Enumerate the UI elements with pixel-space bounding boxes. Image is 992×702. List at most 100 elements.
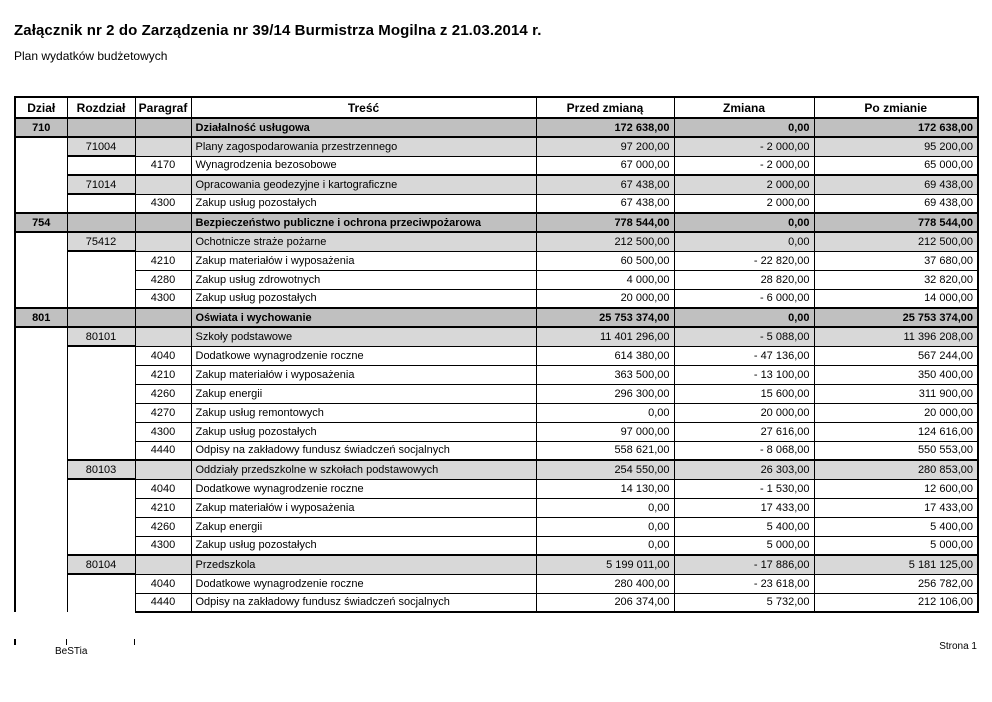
cell-rozdzial: [66, 307, 136, 328]
cell-paragraf: [134, 459, 192, 480]
table-row: 4260 Zakup energii 0,00 5 400,00 5 400,00: [15, 516, 979, 537]
table-row: 4300 Zakup usług pozostałych 67 438,00 2 00…: [15, 193, 979, 214]
cell-tresc: Zakup usług pozostałych: [190, 535, 537, 556]
cell-paragraf: 4440: [134, 440, 192, 461]
cell-po-zmianie: 12 600,00: [813, 478, 979, 499]
cell-po-zmianie: 212 106,00: [813, 592, 979, 613]
cell-zmiana: 0,00: [673, 307, 815, 328]
cell-zmiana: 15 600,00: [673, 383, 815, 404]
cell-zmiana: - 23 618,00: [673, 573, 815, 594]
cell-rozdzial: [66, 212, 136, 233]
cell-zmiana: 0,00: [673, 231, 815, 252]
cell-przed-zmiana: 67 000,00: [535, 155, 675, 176]
cell-po-zmianie: 567 244,00: [813, 345, 979, 366]
cell-rozdzial: 80104: [66, 554, 136, 575]
cell-po-zmianie: 37 680,00: [813, 250, 979, 271]
cell-tresc: Ochotnicze straże pożarne: [190, 231, 537, 252]
column-header-paragraf: Paragraf: [134, 96, 192, 119]
table-header: Dział Rozdział Paragraf Treść Przed zmia…: [14, 96, 979, 119]
cell-tresc: Opracowania geodezyjne i kartograficzne: [190, 174, 537, 195]
table-row: 4210 Zakup materiałów i wyposażenia 363 50…: [15, 364, 979, 385]
column-header-tresc: Treść: [190, 96, 537, 119]
cell-tresc: Wynagrodzenia bezosobowe: [190, 155, 537, 176]
table-row: 4040 Dodatkowe wynagrodzenie roczne 14 130…: [15, 478, 979, 556]
cell-po-zmianie: 65 000,00: [813, 155, 979, 176]
cell-tresc: Zakup materiałów i wyposażenia: [190, 364, 537, 385]
cell-rozdzial: 75412: [66, 231, 136, 252]
column-header-po-zmianie: Po zmianie: [813, 96, 979, 119]
cell-po-zmianie: 95 200,00: [813, 136, 979, 157]
cell-przed-zmiana: 206 374,00: [535, 592, 675, 613]
table-row: 4300 Zakup usług pozostałych 97 000,00 27 6…: [15, 421, 979, 442]
cell-rozdzial: [66, 155, 136, 176]
cell-zmiana: 2 000,00: [673, 193, 815, 214]
cell-przed-zmiana: 97 200,00: [535, 136, 675, 157]
cell-rozdzial: [66, 193, 136, 214]
table-row: 4040 Dodatkowe wynagrodzenie roczne 280 40…: [15, 573, 979, 612]
table-row: 4300 Zakup usług pozostałych 0,00 5 000,00 5…: [15, 535, 979, 556]
cell-paragraf: 4210: [134, 250, 192, 271]
cell-zmiana: 28 820,00: [673, 269, 815, 290]
cell-przed-zmiana: 0,00: [535, 535, 675, 556]
cell-tresc: Bezpieczeństwo publiczne i ochrona przec…: [190, 212, 537, 233]
cell-przed-zmiana: 0,00: [535, 516, 675, 537]
cell-paragraf: 4280: [134, 269, 192, 290]
cell-przed-zmiana: 254 550,00: [535, 459, 675, 480]
cell-przed-zmiana: 280 400,00: [535, 573, 675, 594]
table-row: 4040 Dodatkowe wynagrodzenie roczne 614 38…: [15, 345, 979, 461]
cell-tresc: Odpisy na zakładowy fundusz świadczeń so…: [190, 440, 537, 461]
cell-tresc: Zakup materiałów i wyposażenia: [190, 497, 537, 518]
cell-dzial: 754: [14, 212, 68, 233]
table-row: 4280 Zakup usług zdrowotnych 4 000,00 28 82…: [15, 269, 979, 290]
cell-po-zmianie: 5 000,00: [813, 535, 979, 556]
table-row: 75412 Ochotnicze straże pożarne 212 500,00…: [14, 231, 979, 309]
cell-tresc: Dodatkowe wynagrodzenie roczne: [190, 478, 537, 499]
cell-po-zmianie: 311 900,00: [813, 383, 979, 404]
cell-przed-zmiana: 296 300,00: [535, 383, 675, 404]
table-row: 710 Działalność usługowa 172 638,00 0,00 172…: [14, 117, 979, 138]
table-row: 4210 Zakup materiałów i wyposażenia 0,00 17…: [15, 497, 979, 518]
cell-tresc: Zakup energii: [190, 516, 537, 537]
cell-zmiana: - 47 136,00: [673, 345, 815, 366]
cell-przed-zmiana: 5 199 011,00: [535, 554, 675, 575]
cell-rozdzial: [66, 478, 136, 556]
cell-po-zmianie: 17 433,00: [813, 497, 979, 518]
cell-po-zmianie: 256 782,00: [813, 573, 979, 594]
cell-zmiana: 20 000,00: [673, 402, 815, 423]
cell-dzial: [14, 136, 68, 214]
cell-przed-zmiana: 614 380,00: [535, 345, 675, 366]
cell-po-zmianie: 20 000,00: [813, 402, 979, 423]
cell-paragraf: 4210: [134, 364, 192, 385]
cell-po-zmianie: 25 753 374,00: [813, 307, 979, 328]
cell-paragraf: 4260: [134, 383, 192, 404]
cell-przed-zmiana: 0,00: [535, 402, 675, 423]
column-header-dzial: Dział: [14, 96, 68, 119]
cell-przed-zmiana: 363 500,00: [535, 364, 675, 385]
cell-po-zmianie: 280 853,00: [813, 459, 979, 480]
cell-po-zmianie: 124 616,00: [813, 421, 979, 442]
cell-tresc: Zakup usług pozostałych: [190, 193, 537, 214]
table-row: 80103 Oddziały przedszkolne w szkołach po…: [15, 459, 979, 480]
table-header-row: Dział Rozdział Paragraf Treść Przed zmia…: [14, 96, 979, 119]
cell-przed-zmiana: 67 438,00: [535, 174, 675, 195]
cell-paragraf: [134, 136, 192, 157]
cell-przed-zmiana: 97 000,00: [535, 421, 675, 442]
cell-zmiana: 17 433,00: [673, 497, 815, 518]
cell-przed-zmiana: 0,00: [535, 497, 675, 518]
cell-przed-zmiana: 25 753 374,00: [535, 307, 675, 328]
cell-po-zmianie: 212 500,00: [813, 231, 979, 252]
table-row: 4440 Odpisy na zakładowy fundusz świadcze…: [15, 440, 979, 461]
cell-zmiana: - 17 886,00: [673, 554, 815, 575]
cell-paragraf: [134, 117, 192, 138]
column-header-zmiana: Zmiana: [673, 96, 815, 119]
cell-po-zmianie: 778 544,00: [813, 212, 979, 233]
cell-tresc: Przedszkola: [190, 554, 537, 575]
cell-tresc: Zakup usług pozostałych: [190, 288, 537, 309]
cell-paragraf: 4040: [134, 345, 192, 366]
cell-zmiana: 26 303,00: [673, 459, 815, 480]
table-row: 4300 Zakup usług pozostałych 20 000,00- 6 …: [15, 288, 979, 309]
cell-przed-zmiana: 172 638,00: [535, 117, 675, 138]
cell-zmiana: 2 000,00: [673, 174, 815, 195]
cell-paragraf: [134, 174, 192, 195]
